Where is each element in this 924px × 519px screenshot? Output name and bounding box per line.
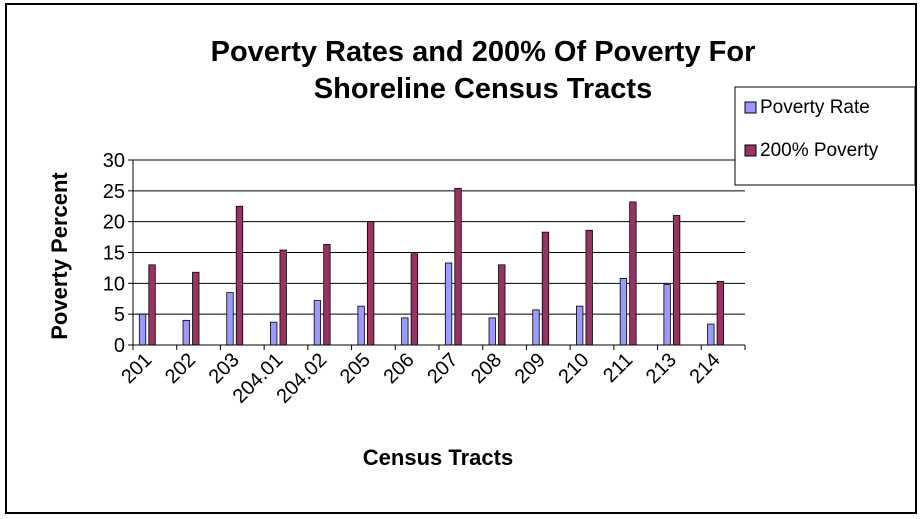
y-tick-label: 25 xyxy=(103,181,125,203)
bar-200-poverty-207 xyxy=(454,187,462,346)
x-axis-title: Census Tracts xyxy=(363,445,513,470)
x-tick-label: 207 xyxy=(423,349,462,388)
x-tick-label: 213 xyxy=(642,349,681,388)
y-tick-label: 30 xyxy=(103,150,125,172)
bar-poverty-rate-203 xyxy=(226,292,234,346)
bar-poverty-rate-210 xyxy=(576,305,584,346)
bars xyxy=(138,187,724,346)
x-tick-label: 208 xyxy=(467,349,506,388)
x-tick-label: 205 xyxy=(336,349,375,388)
bar-200-poverty-205 xyxy=(366,221,375,346)
bar-200-poverty-213 xyxy=(672,215,681,346)
bar-200-poverty-210 xyxy=(585,229,593,346)
x-tick-label: 206 xyxy=(380,349,419,388)
y-tick-label: 20 xyxy=(103,212,125,234)
x-tick-label: 202 xyxy=(161,349,200,388)
x-tick-label: 209 xyxy=(511,349,550,388)
bar-200-poverty-204.01 xyxy=(279,249,287,346)
bar-200-poverty-204.02 xyxy=(323,244,331,346)
bar-poverty-rate-204.01 xyxy=(270,321,278,346)
chart-frame: Poverty Rates and 200% Of Poverty For Sh… xyxy=(5,3,917,514)
chart-title-line1: Poverty Rates and 200% Of Poverty For xyxy=(211,36,756,68)
bar-poverty-rate-205 xyxy=(357,305,365,346)
y-tick-label: 0 xyxy=(114,335,125,357)
y-axis-title: Poverty Percent xyxy=(47,172,72,340)
bar-200-poverty-211 xyxy=(629,201,637,346)
bar-poverty-rate-207 xyxy=(444,262,453,346)
legend-swatch-200-poverty xyxy=(744,144,757,157)
bar-poverty-rate-202 xyxy=(182,319,190,346)
bar-poverty-rate-201 xyxy=(138,313,147,346)
bar-200-poverty-201 xyxy=(148,264,156,346)
legend-swatch-poverty-rate xyxy=(744,101,757,114)
x-tick-label: 210 xyxy=(554,349,593,388)
bar-poverty-rate-206 xyxy=(401,317,409,346)
y-tick-label: 10 xyxy=(103,273,125,295)
chart-title-line2: Shoreline Census Tracts xyxy=(314,73,652,105)
legend-box xyxy=(734,86,915,186)
legend-label-poverty-rate: Poverty Rate xyxy=(760,97,870,118)
bar-200-poverty-202 xyxy=(192,271,200,346)
bar-poverty-rate-214 xyxy=(707,323,715,346)
legend-label-200-poverty: 200% Poverty xyxy=(760,140,879,161)
bar-200-poverty-209 xyxy=(541,231,550,346)
y-tick-label: 15 xyxy=(103,243,125,265)
bar-poverty-rate-211 xyxy=(619,277,628,346)
bar-poverty-rate-213 xyxy=(663,284,671,346)
bar-poverty-rate-209 xyxy=(532,309,540,346)
gridlines xyxy=(133,159,745,315)
bar-poverty-rate-204.02 xyxy=(313,300,322,346)
bar-poverty-rate-208 xyxy=(488,317,496,346)
chart: Poverty Rates and 200% Of Poverty For Sh… xyxy=(47,36,915,470)
y-tick-label: 5 xyxy=(114,304,125,326)
bar-200-poverty-206 xyxy=(410,253,418,346)
legend: Poverty Rate 200% Poverty xyxy=(734,86,915,186)
bar-200-poverty-203 xyxy=(235,205,244,346)
x-tick-label: 204.02 xyxy=(272,349,331,408)
bar-200-poverty-208 xyxy=(498,264,506,346)
bar-200-poverty-214 xyxy=(716,281,724,346)
x-tick-label: 211 xyxy=(599,349,637,387)
x-tick-label: 214 xyxy=(686,349,725,388)
y-axis-ticks: 0 5 10 15 20 25 30 xyxy=(103,150,133,357)
